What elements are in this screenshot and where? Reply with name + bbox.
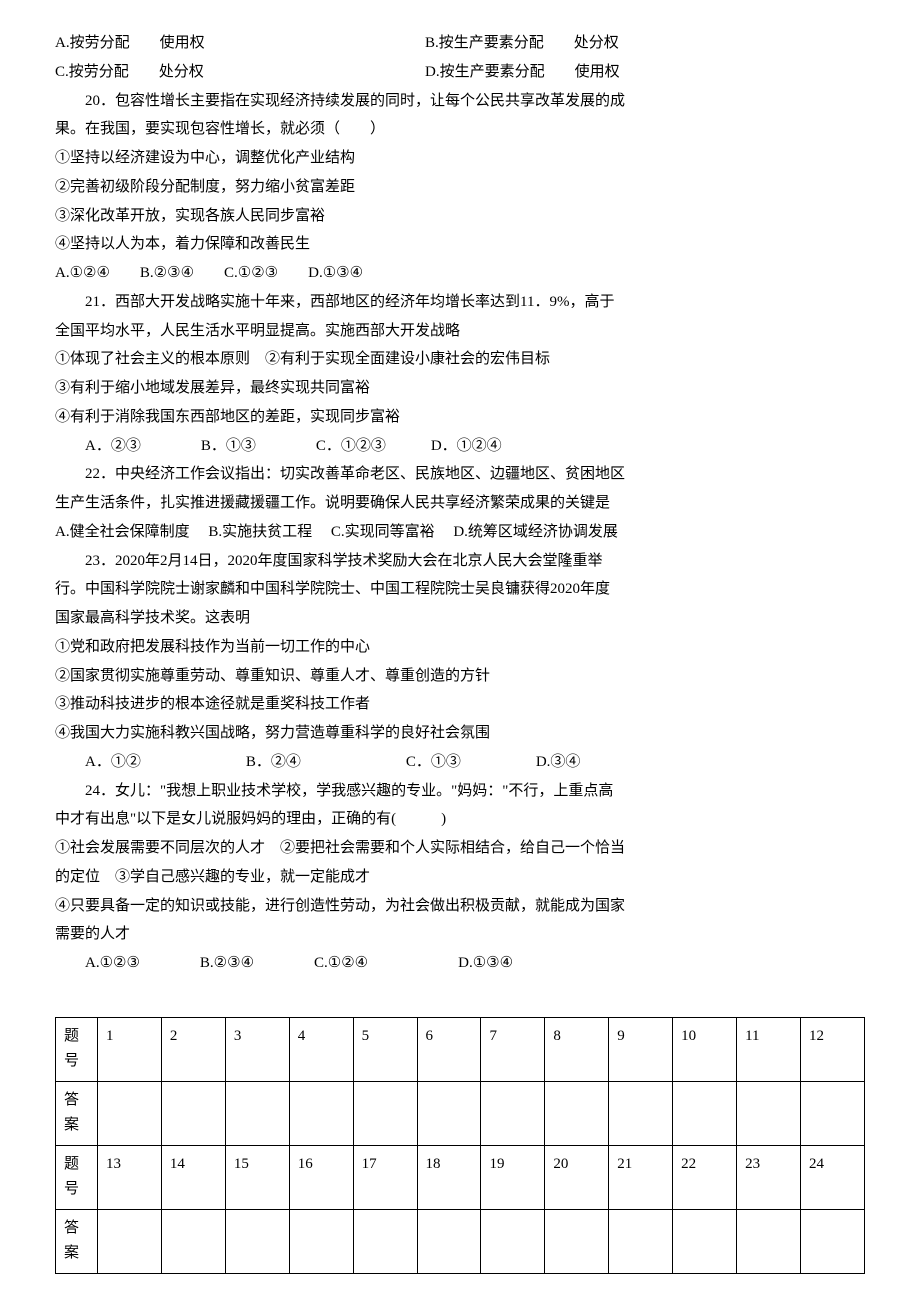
cell-a-5 [353,1081,417,1145]
cell-a-12 [800,1081,864,1145]
q23-statement-4: ④我国大力实施科教兴国战略，努力营造尊重科学的良好社会氛围 [55,720,865,748]
q24-stem-line-6: 需要的人才 [55,921,865,949]
table-row: 答案 [56,1081,865,1145]
cell-q-1: 1 [98,1017,162,1081]
q21-options: A．②③ B．①③ C．①②③ D．①②④ [55,433,865,461]
cell-q-23: 23 [737,1145,801,1209]
cell-a-8 [545,1081,609,1145]
cell-q-4: 4 [289,1017,353,1081]
q20-statement-4: ④坚持以人为本，着力保障和改善民生 [55,231,865,259]
cell-q-13: 13 [98,1145,162,1209]
q23-stem-line-3: 国家最高科学技术奖。这表明 [55,605,865,633]
q19-option-d: D.按生产要素分配 使用权 [425,59,620,87]
cell-a-15 [225,1209,289,1273]
cell-q-16: 16 [289,1145,353,1209]
cell-q-19: 19 [481,1145,545,1209]
q21-statement-2: ③有利于缩小地域发展差异，最终实现共同富裕 [55,375,865,403]
table-row: 题号 13 14 15 16 17 18 19 20 21 22 23 24 [56,1145,865,1209]
cell-a-23 [737,1209,801,1273]
cell-q-12: 12 [800,1017,864,1081]
table-row: 题号 1 2 3 4 5 6 7 8 9 10 11 12 [56,1017,865,1081]
q23-statement-1: ①党和政府把发展科技作为当前一切工作的中心 [55,634,865,662]
q19-option-c: C.按劳分配 处分权 [55,59,425,87]
cell-a-2 [161,1081,225,1145]
cell-q-11: 11 [737,1017,801,1081]
q20-statement-3: ③深化改革开放，实现各族人民同步富裕 [55,203,865,231]
cell-q-7: 7 [481,1017,545,1081]
q19-option-b: B.按生产要素分配 处分权 [425,30,619,58]
cell-q-22: 22 [673,1145,737,1209]
cell-a-19 [481,1209,545,1273]
q24-stem-line-5: ④只要具备一定的知识或技能，进行创造性劳动，为社会做出积极贡献，就能成为国家 [55,893,865,921]
cell-a-13 [98,1209,162,1273]
cell-q-5: 5 [353,1017,417,1081]
q20-statement-1: ①坚持以经济建设为中心，调整优化产业结构 [55,145,865,173]
cell-q-15: 15 [225,1145,289,1209]
cell-a-20 [545,1209,609,1273]
cell-a-16 [289,1209,353,1273]
row-label-answer-2: 答案 [56,1209,98,1273]
q21-stem-line-2: 全国平均水平，人民生活水平明显提高。实施西部大开发战略 [55,318,865,346]
q20-stem-line-1: 20．包容性增长主要指在实现经济持续发展的同时，让每个公民共享改革发展的成 [55,88,865,116]
cell-a-3 [225,1081,289,1145]
q20-stem-line-2: 果。在我国，要实现包容性增长，就必须（ ） [55,116,865,144]
cell-q-18: 18 [417,1145,481,1209]
q21-statement-1: ①体现了社会主义的根本原则 ②有利于实现全面建设小康社会的宏伟目标 [55,346,865,374]
cell-a-11 [737,1081,801,1145]
cell-a-4 [289,1081,353,1145]
q23-statement-2: ②国家贯彻实施尊重劳动、尊重知识、尊重人才、尊重创造的方针 [55,663,865,691]
cell-a-18 [417,1209,481,1273]
cell-a-17 [353,1209,417,1273]
cell-a-14 [161,1209,225,1273]
cell-q-17: 17 [353,1145,417,1209]
q24-stem-line-3: ①社会发展需要不同层次的人才 ②要把社会需要和个人实际相结合，给自己一个恰当 [55,835,865,863]
cell-a-9 [609,1081,673,1145]
q23-stem-line-1: 23．2020年2月14日，2020年度国家科学技术奖励大会在北京人民大会堂隆重… [55,548,865,576]
cell-q-9: 9 [609,1017,673,1081]
q24-stem-line-1: 24．女儿："我想上职业技术学校，学我感兴趣的专业。"妈妈："不行，上重点高 [55,778,865,806]
cell-a-24 [800,1209,864,1273]
q22-stem-line-1: 22．中央经济工作会议指出：切实改善革命老区、民族地区、边疆地区、贫困地区 [55,461,865,489]
q23-stem-line-2: 行。中国科学院院士谢家麟和中国科学院院士、中国工程院院士吴良镛获得2020年度 [55,576,865,604]
q21-statement-3: ④有利于消除我国东西部地区的差距，实现同步富裕 [55,404,865,432]
cell-q-24: 24 [800,1145,864,1209]
q24-stem-line-4: 的定位 ③学自己感兴趣的专业，就一定能成才 [55,864,865,892]
q22-stem-line-2: 生产生活条件，扎实推进援藏援疆工作。说明要确保人民共享经济繁荣成果的关键是 [55,490,865,518]
q23-options: A．①② B．②④ C．①③ D.③④ [55,749,865,777]
cell-q-6: 6 [417,1017,481,1081]
q21-stem-line-1: 21．西部大开发战略实施十年来，西部地区的经济年均增长率达到11．9%，高于 [55,289,865,317]
cell-q-21: 21 [609,1145,673,1209]
q23-statement-3: ③推动科技进步的根本途径就是重奖科技工作者 [55,691,865,719]
cell-a-21 [609,1209,673,1273]
q22-options: A.健全社会保障制度 B.实施扶贫工程 C.实现同等富裕 D.统筹区域经济协调发… [55,519,865,547]
cell-q-20: 20 [545,1145,609,1209]
cell-q-14: 14 [161,1145,225,1209]
table-row: 答案 [56,1209,865,1273]
answer-sheet-table: 题号 1 2 3 4 5 6 7 8 9 10 11 12 答案 题号 13 1… [55,1017,865,1274]
cell-a-22 [673,1209,737,1273]
cell-a-7 [481,1081,545,1145]
row-label-answer-1: 答案 [56,1081,98,1145]
q19-options-row-1: A.按劳分配 使用权 B.按生产要素分配 处分权 [55,30,865,58]
q20-options: A.①②④ B.②③④ C.①②③ D.①③④ [55,260,865,288]
q19-option-a: A.按劳分配 使用权 [55,30,425,58]
q24-options: A.①②③ B.②③④ C.①②④ D.①③④ [55,950,865,978]
row-label-question-2: 题号 [56,1145,98,1209]
q19-options-row-2: C.按劳分配 处分权 D.按生产要素分配 使用权 [55,59,865,87]
cell-a-6 [417,1081,481,1145]
cell-q-10: 10 [673,1017,737,1081]
cell-a-1 [98,1081,162,1145]
row-label-question-1: 题号 [56,1017,98,1081]
q24-stem-line-2: 中才有出息"以下是女儿说服妈妈的理由，正确的有( ) [55,806,865,834]
q20-statement-2: ②完善初级阶段分配制度，努力缩小贫富差距 [55,174,865,202]
cell-a-10 [673,1081,737,1145]
cell-q-2: 2 [161,1017,225,1081]
cell-q-8: 8 [545,1017,609,1081]
cell-q-3: 3 [225,1017,289,1081]
